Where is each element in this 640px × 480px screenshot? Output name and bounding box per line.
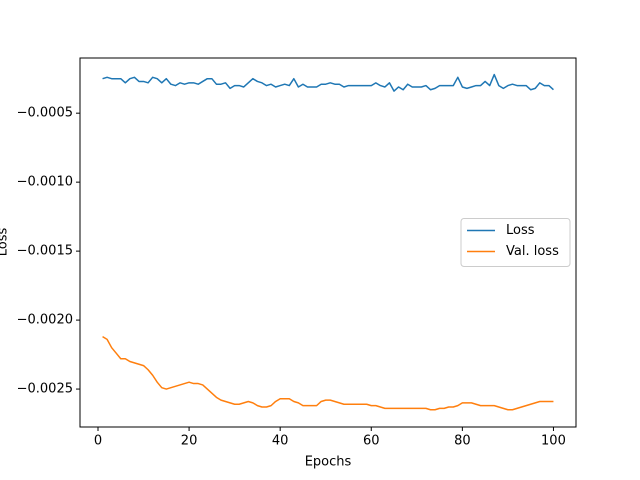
- x-tick-label: 60: [363, 434, 380, 449]
- y-tick-label: −0.0020: [17, 313, 73, 328]
- legend-label: Val. loss: [506, 244, 559, 259]
- x-tick-label: 100: [541, 434, 566, 449]
- y-tick-label: −0.0025: [17, 382, 73, 397]
- y-tick-label: −0.0005: [17, 106, 73, 121]
- y-tick-label: −0.0010: [17, 175, 73, 190]
- data-line: [102, 73, 554, 92]
- x-tick-label: 20: [181, 434, 198, 449]
- x-tick-label: 0: [94, 434, 102, 449]
- legend-label: Loss: [506, 223, 535, 238]
- x-tick-label: 80: [454, 434, 471, 449]
- x-axis-label: Epochs: [305, 455, 352, 470]
- data-line: [102, 336, 554, 411]
- axes-frame: [79, 57, 577, 428]
- y-tick-label: −0.0015: [17, 244, 73, 259]
- y-axis-label: Loss: [0, 228, 11, 257]
- x-tick-label: 40: [272, 434, 289, 449]
